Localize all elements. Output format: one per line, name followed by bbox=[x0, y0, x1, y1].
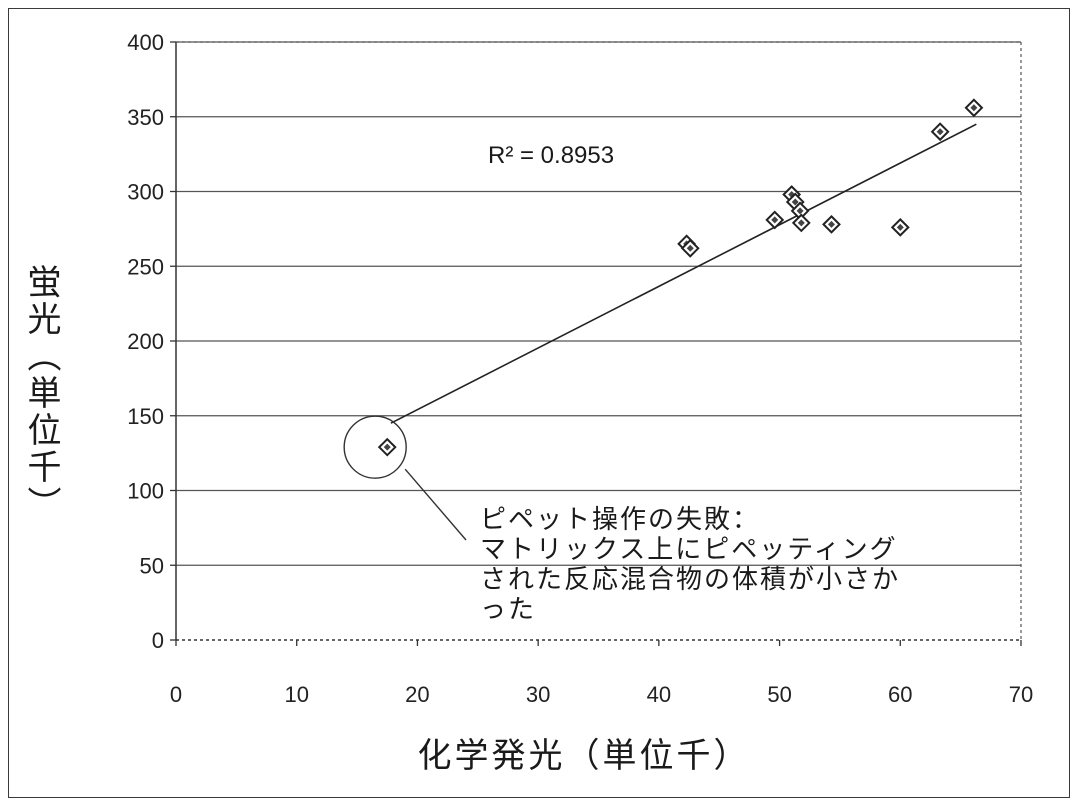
x-tick-label: 20 bbox=[405, 682, 429, 707]
x-tick-label: 70 bbox=[1009, 682, 1033, 707]
outlier-circle bbox=[344, 416, 406, 478]
annotation-line: された反応混合物の体積が小さか bbox=[480, 565, 1040, 595]
y-tick-label: 150 bbox=[127, 404, 164, 429]
trendline-group bbox=[391, 124, 976, 423]
annotation-line: マトリックス上にピペッティング bbox=[480, 535, 1040, 565]
data-point bbox=[966, 100, 982, 116]
annotation-text: ピペット操作の失敗： マトリックス上にピペッティング された反応混合物の体積が小… bbox=[480, 505, 1040, 625]
data-point bbox=[379, 439, 395, 455]
x-tick-label: 60 bbox=[888, 682, 912, 707]
x-tick-label: 40 bbox=[647, 682, 671, 707]
callout-leader-line bbox=[405, 469, 466, 540]
y-tick-label: 0 bbox=[152, 628, 164, 653]
outlier-callout bbox=[344, 416, 466, 540]
data-point bbox=[932, 124, 948, 140]
data-point bbox=[767, 212, 783, 228]
x-tick-labels: 0 10 20 30 40 50 60 70 bbox=[170, 682, 1033, 707]
x-tick-label: 30 bbox=[526, 682, 550, 707]
data-point bbox=[892, 219, 908, 235]
y-tick-label: 350 bbox=[127, 105, 164, 130]
y-tick-label: 250 bbox=[127, 254, 164, 279]
data-point bbox=[823, 216, 839, 232]
annotation-line: ピペット操作の失敗： bbox=[480, 505, 1040, 535]
gridlines bbox=[176, 42, 1021, 565]
y-axis-label: 蛍光（単位千） bbox=[26, 258, 66, 528]
y-tick-label: 400 bbox=[127, 30, 164, 55]
trendline bbox=[391, 124, 976, 423]
y-tick-label: 300 bbox=[127, 180, 164, 205]
x-axis-label: 化学発光（単位千） bbox=[0, 728, 1078, 777]
x-tick-label: 50 bbox=[767, 682, 791, 707]
annotation-line: った bbox=[480, 595, 1040, 625]
r-squared-label: R² = 0.8953 bbox=[488, 142, 614, 170]
y-tick-label: 50 bbox=[140, 553, 164, 578]
x-tick-label: 10 bbox=[284, 682, 308, 707]
x-tick-label: 0 bbox=[170, 682, 182, 707]
y-tick-label: 100 bbox=[127, 479, 164, 504]
y-tick-label: 200 bbox=[127, 329, 164, 354]
y-tick-labels: 0 50 100 150 200 250 300 350 400 bbox=[127, 30, 164, 653]
data-points bbox=[379, 100, 982, 455]
